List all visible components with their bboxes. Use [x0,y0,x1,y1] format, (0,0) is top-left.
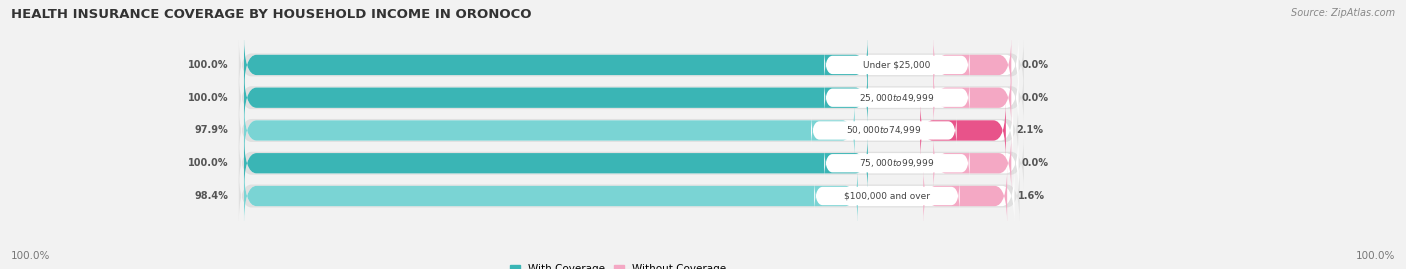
FancyBboxPatch shape [824,48,970,82]
Text: Source: ZipAtlas.com: Source: ZipAtlas.com [1291,8,1395,18]
Text: 98.4%: 98.4% [194,191,228,201]
Text: 100.0%: 100.0% [1355,251,1395,261]
FancyBboxPatch shape [239,37,1024,93]
Text: $100,000 and over: $100,000 and over [844,192,929,200]
Text: 97.9%: 97.9% [194,125,228,136]
FancyBboxPatch shape [239,168,1019,224]
FancyBboxPatch shape [245,69,868,127]
Text: $75,000 to $99,999: $75,000 to $99,999 [859,157,935,169]
Text: HEALTH INSURANCE COVERAGE BY HOUSEHOLD INCOME IN ORONOCO: HEALTH INSURANCE COVERAGE BY HOUSEHOLD I… [11,8,531,21]
FancyBboxPatch shape [934,69,1011,127]
FancyBboxPatch shape [245,167,858,225]
FancyBboxPatch shape [924,167,1007,225]
FancyBboxPatch shape [245,36,868,94]
Text: Under $25,000: Under $25,000 [863,61,931,69]
Text: 1.6%: 1.6% [1018,191,1045,201]
FancyBboxPatch shape [811,114,956,147]
FancyBboxPatch shape [245,36,1018,94]
FancyBboxPatch shape [934,36,1011,94]
FancyBboxPatch shape [814,179,960,213]
Text: 0.0%: 0.0% [1022,60,1049,70]
FancyBboxPatch shape [245,101,855,160]
Text: 100.0%: 100.0% [188,60,228,70]
Text: 100.0%: 100.0% [188,158,228,168]
FancyBboxPatch shape [920,101,1005,160]
Text: 2.1%: 2.1% [1017,125,1043,136]
FancyBboxPatch shape [245,69,1018,127]
Text: $50,000 to $74,999: $50,000 to $74,999 [846,125,921,136]
FancyBboxPatch shape [245,134,868,192]
FancyBboxPatch shape [239,102,1018,158]
FancyBboxPatch shape [245,167,1014,225]
FancyBboxPatch shape [824,146,970,180]
Text: 0.0%: 0.0% [1022,93,1049,103]
FancyBboxPatch shape [245,134,1018,192]
Legend: With Coverage, Without Coverage: With Coverage, Without Coverage [505,260,731,269]
Text: $25,000 to $49,999: $25,000 to $49,999 [859,92,935,104]
FancyBboxPatch shape [239,135,1024,191]
FancyBboxPatch shape [245,101,1014,160]
FancyBboxPatch shape [934,134,1011,192]
FancyBboxPatch shape [239,70,1024,126]
FancyBboxPatch shape [824,81,970,115]
Text: 100.0%: 100.0% [188,93,228,103]
Text: 100.0%: 100.0% [11,251,51,261]
Text: 0.0%: 0.0% [1022,158,1049,168]
